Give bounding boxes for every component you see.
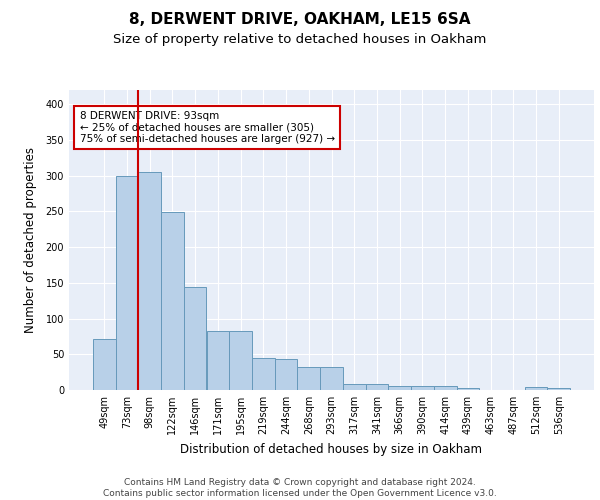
Bar [411, 386, 434, 390]
Bar [93, 338, 116, 390]
Bar [116, 176, 139, 390]
Bar [343, 384, 365, 390]
Text: 8, DERWENT DRIVE, OAKHAM, LE15 6SA: 8, DERWENT DRIVE, OAKHAM, LE15 6SA [129, 12, 471, 28]
Bar [206, 330, 229, 390]
X-axis label: Distribution of detached houses by size in Oakham: Distribution of detached houses by size … [181, 442, 482, 456]
Bar [298, 367, 320, 390]
Text: Size of property relative to detached houses in Oakham: Size of property relative to detached ho… [113, 32, 487, 46]
Bar [275, 358, 298, 390]
Text: 8 DERWENT DRIVE: 93sqm
← 25% of detached houses are smaller (305)
75% of semi-de: 8 DERWENT DRIVE: 93sqm ← 25% of detached… [79, 111, 335, 144]
Bar [388, 386, 411, 390]
Bar [524, 387, 547, 390]
Bar [457, 388, 479, 390]
Bar [365, 384, 388, 390]
Bar [547, 388, 570, 390]
Bar [434, 386, 457, 390]
Bar [252, 358, 275, 390]
Bar [184, 287, 206, 390]
Y-axis label: Number of detached properties: Number of detached properties [24, 147, 37, 333]
Text: Contains HM Land Registry data © Crown copyright and database right 2024.
Contai: Contains HM Land Registry data © Crown c… [103, 478, 497, 498]
Bar [320, 367, 343, 390]
Bar [139, 172, 161, 390]
Bar [161, 212, 184, 390]
Bar [229, 330, 252, 390]
